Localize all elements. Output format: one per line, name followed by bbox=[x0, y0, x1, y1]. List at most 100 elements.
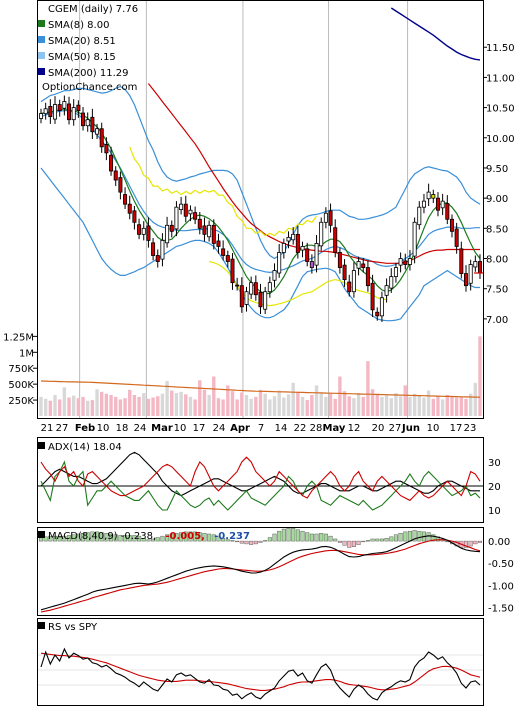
macd-histogram-bar bbox=[179, 532, 184, 542]
macd-histogram-bar bbox=[468, 540, 473, 547]
x-axis-label: 14 bbox=[275, 423, 288, 434]
price-y-label: 7.50 bbox=[486, 285, 508, 296]
x-axis-label: 17 bbox=[193, 423, 206, 434]
x-axis-label: Feb bbox=[75, 423, 95, 434]
volume-bar bbox=[300, 396, 305, 416]
volume-bar bbox=[272, 396, 277, 416]
macd-histogram-bar bbox=[300, 530, 305, 542]
macd-histogram-bar bbox=[417, 530, 422, 542]
candle-body bbox=[216, 240, 221, 247]
macd-histogram-bar bbox=[132, 535, 137, 542]
macd-histogram-bar bbox=[113, 534, 118, 542]
candle-body bbox=[95, 128, 100, 135]
price-y-label: 8.50 bbox=[486, 224, 508, 235]
candle-body bbox=[57, 104, 62, 112]
candle-body bbox=[160, 239, 165, 260]
volume-bar bbox=[53, 394, 57, 416]
macd-histogram-bar bbox=[239, 540, 244, 544]
macd-histogram-bar bbox=[393, 534, 398, 542]
candle-body bbox=[211, 224, 216, 244]
macd-histogram-bar bbox=[253, 540, 258, 545]
macd-histogram-bar bbox=[127, 535, 132, 542]
macd-histogram-bar bbox=[183, 531, 188, 542]
volume-bar bbox=[291, 382, 295, 416]
macd-histogram-bar bbox=[244, 540, 249, 545]
candle-body bbox=[370, 282, 375, 311]
macd-histogram-bar bbox=[211, 534, 216, 542]
volume-bar bbox=[100, 391, 104, 416]
volume-bar bbox=[319, 393, 323, 416]
macd-histogram-bar bbox=[221, 538, 226, 542]
volume-bar bbox=[361, 396, 365, 416]
candle-body bbox=[39, 113, 44, 119]
x-axis-label: 10 bbox=[97, 423, 110, 434]
volume-bar bbox=[366, 361, 370, 416]
macd-histogram-bar bbox=[193, 531, 198, 542]
volume-bar bbox=[468, 393, 473, 416]
volume-bar bbox=[398, 396, 403, 416]
candle-body bbox=[309, 261, 314, 268]
candle-body bbox=[459, 248, 464, 274]
macd-line bbox=[40, 535, 481, 611]
candle-body bbox=[141, 227, 146, 235]
candle-body bbox=[361, 263, 366, 268]
candle-body bbox=[328, 210, 333, 226]
candle-body bbox=[146, 225, 151, 241]
candle-body bbox=[375, 311, 380, 317]
x-axis-label: 12 bbox=[348, 423, 361, 434]
candle-body bbox=[477, 261, 482, 274]
candle-body bbox=[239, 285, 244, 308]
volume-bar bbox=[352, 398, 356, 416]
candle-body bbox=[347, 281, 352, 293]
sma50-line bbox=[147, 83, 480, 264]
volume-bar bbox=[328, 393, 333, 416]
macd-histogram-bar bbox=[62, 535, 67, 542]
candle-body bbox=[137, 224, 142, 235]
volume-bar bbox=[67, 397, 71, 416]
x-axis-label: 27 bbox=[389, 423, 402, 434]
x-axis-label: 21 bbox=[41, 423, 54, 434]
candle-body bbox=[412, 221, 417, 257]
macd-histogram-bar bbox=[379, 538, 384, 542]
candle-body bbox=[445, 203, 450, 220]
x-axis-label: Mar bbox=[151, 423, 173, 434]
volume-bar bbox=[310, 394, 314, 416]
volume-bar bbox=[226, 385, 230, 416]
price-y-label: 9.50 bbox=[486, 164, 508, 175]
volume-bar bbox=[193, 399, 197, 416]
candle-body bbox=[221, 248, 226, 256]
volume-bar bbox=[263, 393, 267, 416]
macd-histogram-bar bbox=[319, 533, 324, 542]
macd-histogram-bar bbox=[53, 535, 58, 542]
plus-di-line bbox=[40, 460, 481, 511]
volume-bar bbox=[403, 385, 407, 416]
macd-histogram-bar bbox=[188, 531, 193, 542]
volume-bar bbox=[412, 393, 417, 416]
volume-bar bbox=[436, 395, 440, 416]
adx-panel bbox=[37, 437, 484, 523]
chart-title: CGEM (daily) 7.76 bbox=[48, 4, 138, 15]
candle-body bbox=[365, 267, 370, 287]
macd-histogram-bar bbox=[104, 533, 109, 542]
candle-body bbox=[295, 233, 300, 253]
macd-histogram-bar bbox=[328, 535, 333, 542]
candle-body bbox=[151, 242, 156, 256]
price-y-label: 11.50 bbox=[486, 43, 515, 54]
macd-histogram-bar bbox=[389, 536, 394, 542]
macd-histogram-bar bbox=[155, 537, 160, 542]
volume-bar bbox=[282, 397, 286, 416]
volume-bar bbox=[347, 396, 351, 416]
volume-bar bbox=[188, 396, 193, 416]
macd-histogram-bar bbox=[216, 536, 221, 542]
macd-histogram-bar bbox=[337, 540, 342, 543]
volume-bar bbox=[408, 396, 412, 416]
macd-hist-value: -0.005, bbox=[165, 531, 205, 542]
volume-bar bbox=[375, 393, 379, 416]
macd-histogram-bar bbox=[263, 540, 268, 542]
candle-body bbox=[351, 270, 356, 293]
volume-bar bbox=[254, 396, 258, 416]
macd-histogram-bar bbox=[291, 528, 296, 542]
candle-body bbox=[85, 119, 90, 127]
volume-bar bbox=[202, 389, 207, 416]
macd-histogram-bar bbox=[403, 531, 408, 542]
